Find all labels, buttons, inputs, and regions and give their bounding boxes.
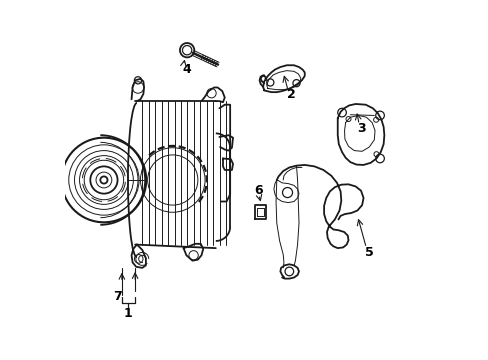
Text: 1: 1 bbox=[123, 307, 132, 320]
Text: 5: 5 bbox=[364, 246, 373, 259]
Text: 2: 2 bbox=[286, 88, 295, 101]
Text: 6: 6 bbox=[254, 184, 263, 197]
Text: 4: 4 bbox=[182, 63, 190, 76]
Text: 7: 7 bbox=[113, 290, 122, 303]
Text: 3: 3 bbox=[356, 122, 365, 135]
